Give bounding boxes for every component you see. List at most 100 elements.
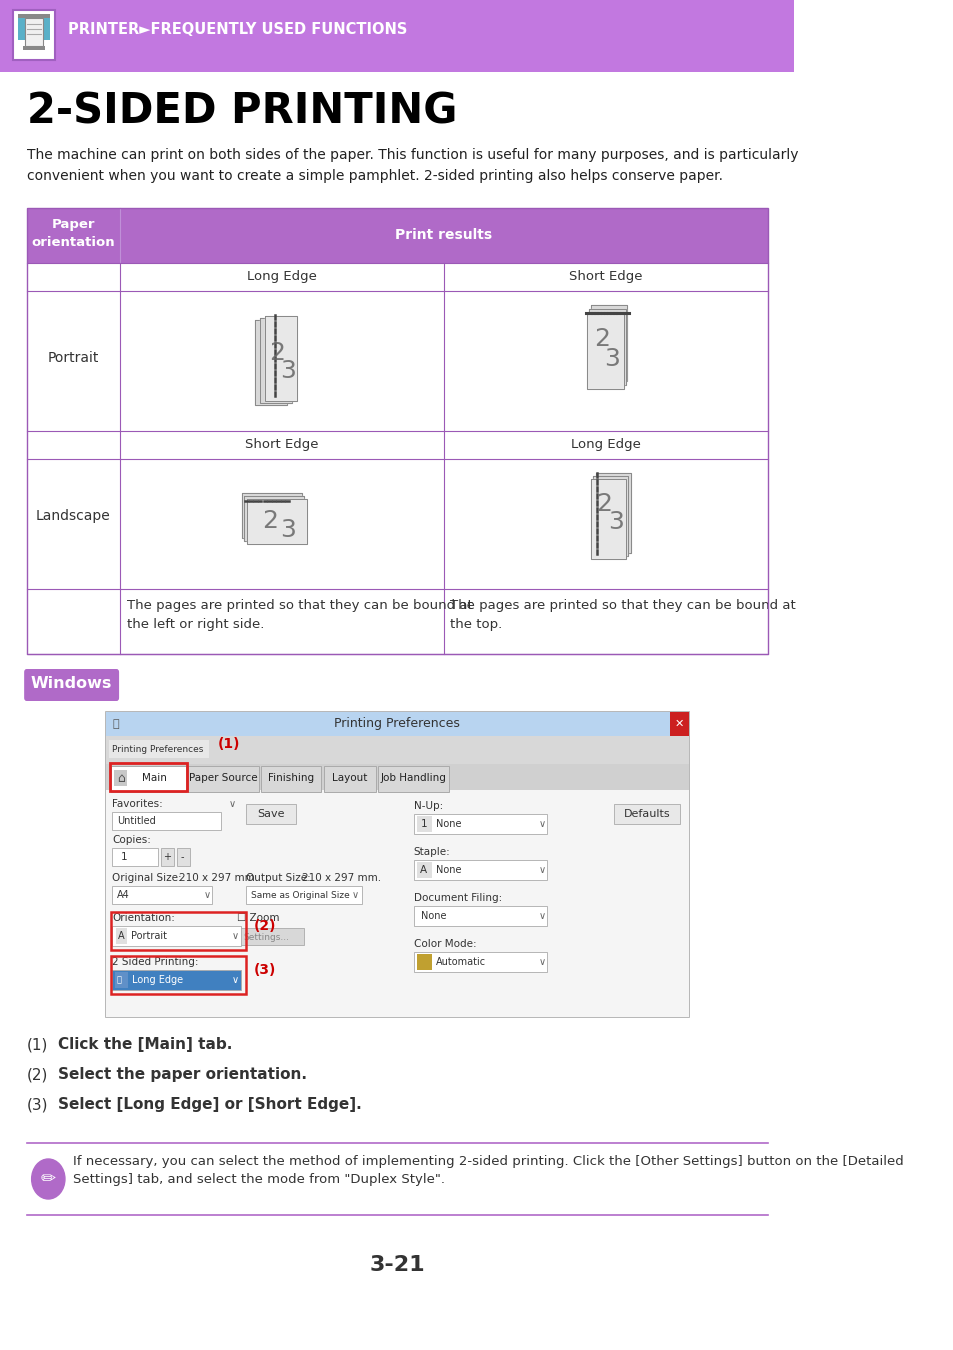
Bar (13, 9, 55, 59)
Bar (416, 863, 432, 878)
Text: ⌂: ⌂ (116, 771, 125, 784)
Text: N-Up:: N-Up: (414, 801, 442, 811)
Text: Output Size:: Output Size: (245, 873, 310, 883)
Bar (114, 769, 128, 786)
Bar (112, 848, 158, 865)
Bar (28, 40, 41, 46)
Text: Select [Long Edge] or [Short Edge].: Select [Long Edge] or [Short Edge]. (58, 1098, 361, 1112)
Text: Paper
orientation: Paper orientation (31, 217, 115, 248)
Text: Short Edge: Short Edge (245, 437, 318, 451)
Text: Print results: Print results (395, 228, 492, 242)
Text: PRINTER►FREQUENTLY USED FUNCTIONS: PRINTER►FREQUENTLY USED FUNCTIONS (69, 22, 407, 36)
Bar (18, 14, 50, 18)
Bar (245, 805, 295, 823)
Polygon shape (589, 309, 625, 385)
Polygon shape (255, 320, 287, 405)
Bar (237, 927, 304, 945)
Text: 2 Sided Printing:: 2 Sided Printing: (112, 957, 199, 967)
Bar (324, 765, 375, 792)
Text: 2: 2 (269, 342, 285, 365)
Text: If necessary, you can select the method of implementing 2-sided printing. Click : If necessary, you can select the method … (73, 1156, 903, 1187)
Bar (670, 711, 688, 736)
Text: (2): (2) (253, 919, 276, 933)
Text: Same as Original Size: Same as Original Size (251, 891, 349, 899)
Text: Settings...: Settings... (243, 933, 289, 941)
Text: -: - (180, 852, 184, 863)
Bar (106, 736, 688, 764)
Bar (111, 765, 186, 792)
Text: Portrait: Portrait (131, 931, 167, 941)
Text: Select the paper orientation.: Select the paper orientation. (58, 1066, 307, 1081)
Text: Printing Preferences: Printing Preferences (112, 744, 204, 753)
Bar (414, 952, 546, 972)
Text: The machine can print on both sides of the paper. This function is useful for ma: The machine can print on both sides of t… (27, 148, 798, 182)
Text: Automatic: Automatic (436, 957, 485, 967)
Text: ∨: ∨ (538, 865, 545, 875)
Text: Document Filing:: Document Filing: (414, 892, 501, 903)
Bar (245, 886, 362, 904)
Bar (160, 848, 173, 865)
Bar (106, 711, 688, 1017)
Bar (112, 971, 241, 990)
Text: (1): (1) (27, 1037, 48, 1052)
Text: Paper Source: Paper Source (189, 774, 257, 783)
Text: Finishing: Finishing (268, 774, 314, 783)
Polygon shape (244, 495, 304, 541)
Bar (106, 764, 688, 790)
Text: 210 x 297 mm.: 210 x 297 mm. (302, 873, 381, 883)
Text: Click the [Main] tab.: Click the [Main] tab. (58, 1037, 233, 1052)
Text: (2): (2) (27, 1066, 48, 1081)
Bar (261, 765, 321, 792)
Text: Landscape: Landscape (36, 509, 111, 522)
Text: ∨: ∨ (229, 799, 236, 809)
Text: The pages are printed so that they can be bound at
the top.: The pages are printed so that they can b… (450, 599, 796, 630)
Bar (416, 815, 432, 832)
Bar (0, 0, 794, 72)
Bar (377, 765, 448, 792)
Text: 210 x 297 mm.: 210 x 297 mm. (179, 873, 258, 883)
Text: None: None (420, 911, 446, 921)
Polygon shape (596, 472, 630, 554)
Text: Save: Save (256, 809, 284, 819)
Text: Untitled: Untitled (117, 815, 156, 826)
Text: A: A (118, 931, 125, 941)
Bar (27, 431, 767, 459)
Bar (414, 860, 546, 880)
Bar (188, 765, 258, 792)
Bar (106, 711, 688, 736)
Text: Original Size:: Original Size: (112, 873, 182, 883)
Text: ∨: ∨ (538, 911, 545, 921)
Text: Long Edge: Long Edge (132, 975, 183, 985)
Polygon shape (247, 500, 307, 544)
Text: Job Handling: Job Handling (380, 774, 446, 783)
FancyBboxPatch shape (24, 670, 119, 701)
Text: ∨: ∨ (232, 975, 238, 985)
Circle shape (31, 1160, 65, 1199)
Text: (3): (3) (27, 1098, 48, 1112)
Text: ✕: ✕ (674, 720, 683, 729)
Text: Copies:: Copies: (112, 836, 152, 845)
Bar (27, 208, 767, 653)
Bar (112, 886, 213, 904)
Text: Main: Main (142, 774, 167, 783)
Text: 3: 3 (607, 510, 623, 535)
Bar (112, 926, 241, 946)
Text: 1: 1 (121, 852, 128, 863)
Bar (25, 18, 43, 46)
Text: None: None (436, 865, 460, 875)
Polygon shape (593, 477, 628, 556)
Bar (27, 208, 767, 263)
Bar (414, 906, 546, 926)
Text: A4: A4 (117, 890, 130, 900)
Bar (18, 14, 50, 40)
Bar (109, 740, 209, 757)
Text: A: A (420, 865, 427, 875)
Text: Short Edge: Short Edge (568, 270, 642, 284)
Bar (23, 46, 45, 50)
Bar (27, 589, 767, 653)
Bar (27, 459, 767, 589)
Bar (27, 263, 767, 292)
Bar (416, 954, 432, 971)
Text: Portrait: Portrait (48, 351, 99, 364)
Text: Orientation:: Orientation: (112, 913, 175, 923)
